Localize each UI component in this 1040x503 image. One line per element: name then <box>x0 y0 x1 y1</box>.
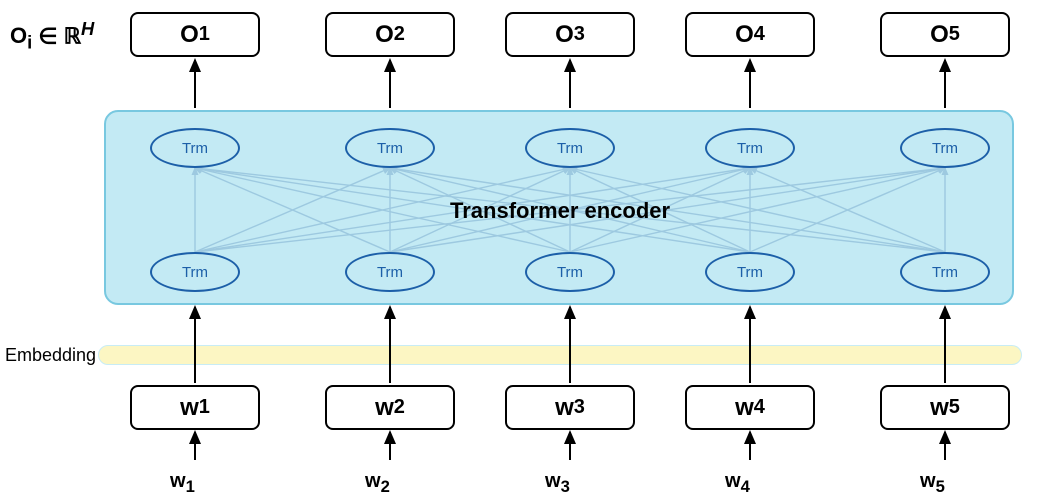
embedding-layer <box>98 345 1022 365</box>
token-box: w4 <box>685 385 815 430</box>
input-token-label: w3 <box>545 470 570 497</box>
input-token-label: w2 <box>365 470 390 497</box>
embedding-label: Embedding <box>5 345 96 366</box>
token-box: w5 <box>880 385 1010 430</box>
token-box: w3 <box>505 385 635 430</box>
trm-node: Trm <box>345 128 435 168</box>
output-box: O5 <box>880 12 1010 57</box>
trm-node: Trm <box>150 252 240 292</box>
output-box: O1 <box>130 12 260 57</box>
input-token-label: w1 <box>170 470 195 497</box>
input-token-label: w5 <box>920 470 945 497</box>
trm-node: Trm <box>150 128 240 168</box>
input-token-label: w4 <box>725 470 750 497</box>
output-dimension-label: Oi ∈ ℝH <box>10 18 94 54</box>
token-box: w2 <box>325 385 455 430</box>
trm-node: Trm <box>525 128 615 168</box>
trm-node: Trm <box>900 252 990 292</box>
trm-node: Trm <box>345 252 435 292</box>
transformer-diagram: Embedding Oi ∈ ℝH Transformer encoder Trm Tr… <box>0 0 1040 503</box>
output-box: O4 <box>685 12 815 57</box>
token-box: w1 <box>130 385 260 430</box>
encoder-label: Transformer encoder <box>450 198 670 224</box>
trm-node: Trm <box>705 252 795 292</box>
output-box: O3 <box>505 12 635 57</box>
trm-node: Trm <box>900 128 990 168</box>
trm-node: Trm <box>525 252 615 292</box>
trm-node: Trm <box>705 128 795 168</box>
output-box: O2 <box>325 12 455 57</box>
